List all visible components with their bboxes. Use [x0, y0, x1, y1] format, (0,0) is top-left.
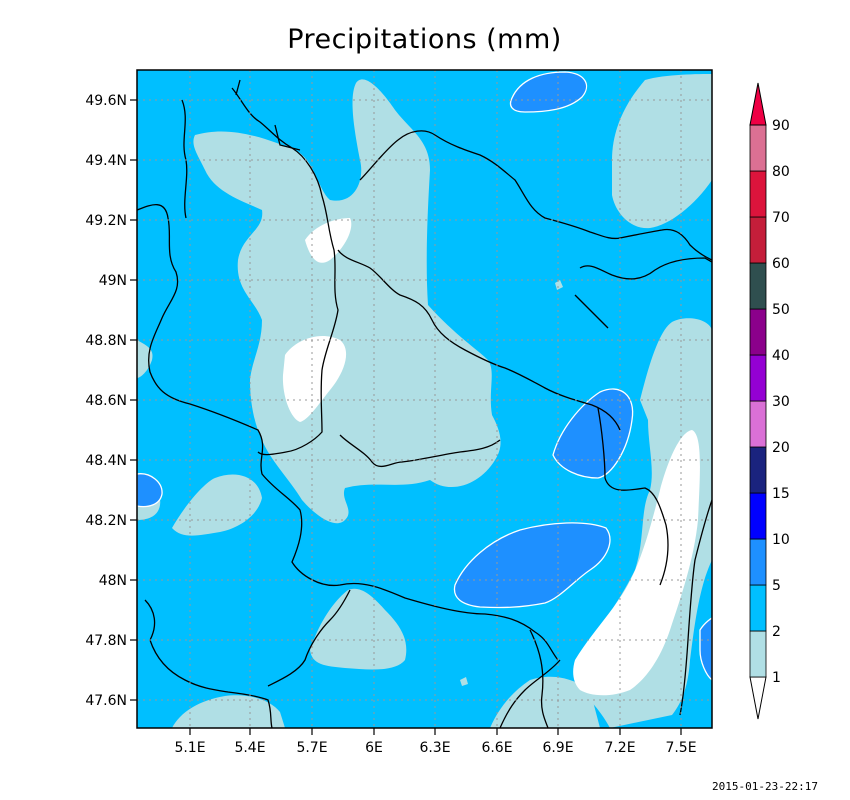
graticule: [137, 70, 712, 728]
lon-tick-labels: 5.1E 5.4E 5.7E 6E 6.3E 6.6E 6.9E 7.2E 7.…: [174, 740, 696, 756]
lat-label: 48.2N: [85, 513, 127, 529]
colorbar-segment: [749, 630, 767, 678]
colorbar-level-label: 10: [772, 532, 790, 548]
colorbar-legend: 1 2 5 10 15 20 30 40 50 60 70 80 90: [749, 82, 790, 720]
lon-label: 5.7E: [296, 740, 327, 756]
colorbar-min-arrow: [749, 676, 767, 720]
colorbar-max-arrow: [749, 82, 767, 126]
colorbar-level-label: 5: [772, 578, 781, 594]
field-layer: [137, 70, 712, 728]
lon-label: 7.5E: [665, 740, 696, 756]
colorbar-level-label: 80: [772, 164, 790, 180]
colorbar-level-label: 20: [772, 440, 790, 456]
colorbar-level-label: 90: [772, 118, 790, 134]
lat-label: 49.6N: [85, 93, 127, 109]
lon-label: 6.3E: [419, 740, 450, 756]
lat-label: 48.6N: [85, 393, 127, 409]
colorbar-level-label: 1: [772, 670, 781, 686]
field-5-10: [137, 71, 712, 681]
lon-label: 5.4E: [234, 740, 265, 756]
colorbar-segment: [749, 584, 767, 632]
colorbar-segment: [749, 400, 767, 448]
lat-label: 49.2N: [85, 213, 127, 229]
colorbar-segment: [749, 538, 767, 586]
map-frame: [136, 69, 713, 729]
colorbar-level-label: 15: [772, 486, 790, 502]
colorbar-level-label: 60: [772, 256, 790, 272]
lat-label: 48N: [99, 573, 127, 589]
lon-label: 6E: [365, 740, 383, 756]
lat-label: 47.8N: [85, 633, 127, 649]
lat-label: 48.8N: [85, 333, 127, 349]
field-lt-1: [282, 218, 700, 696]
colorbar-segment: [749, 492, 767, 540]
colorbar-segment: [749, 216, 767, 264]
lon-label: 7.2E: [604, 740, 635, 756]
colorbar-level-label: 40: [772, 348, 790, 364]
lat-label: 49.4N: [85, 153, 127, 169]
lon-label: 6.6E: [481, 740, 512, 756]
timestamp: 2015-01-23-22:17: [712, 780, 818, 793]
colorbar-level-label: 50: [772, 302, 790, 318]
map-title: Precipitations (mm): [287, 24, 562, 55]
tick-marks: [130, 99, 682, 735]
colorbar-segment: [749, 170, 767, 218]
colorbar-level-label: 30: [772, 394, 790, 410]
lon-label: 6.9E: [542, 740, 573, 756]
lon-label: 5.1E: [174, 740, 205, 756]
lat-label: 48.4N: [85, 453, 127, 469]
colorbar-segment: [749, 354, 767, 402]
lat-label: 49N: [99, 273, 127, 289]
colorbar-segment: [749, 124, 767, 172]
lat-label: 47.6N: [85, 693, 127, 709]
colorbar-level-label: 70: [772, 210, 790, 226]
colorbar-segment: [749, 308, 767, 356]
colorbar-segment: [749, 446, 767, 494]
lat-tick-labels: 49.6N 49.4N 49.2N 49N 48.8N 48.6N 48.4N …: [85, 93, 127, 709]
colorbar-level-label: 2: [772, 624, 781, 640]
colorbar-segment: [749, 262, 767, 310]
